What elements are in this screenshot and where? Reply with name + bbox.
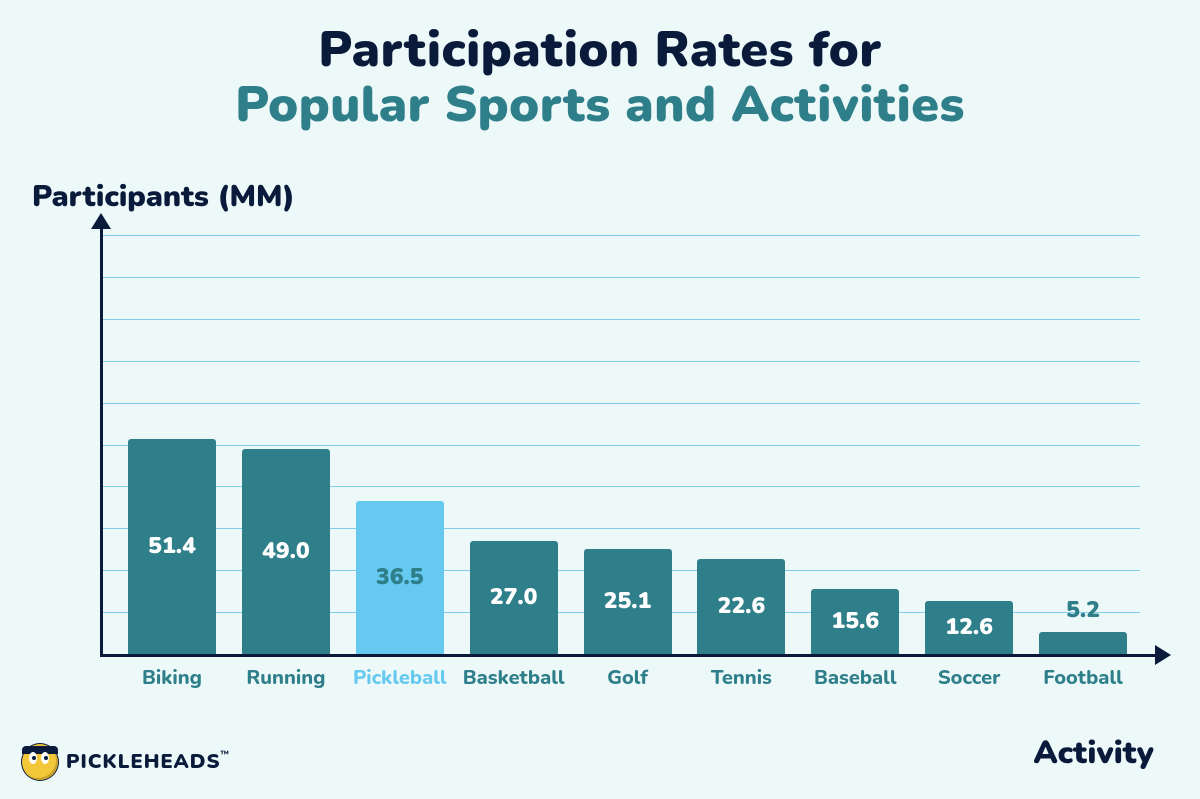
- bar-value: 49.0: [262, 536, 310, 567]
- chart-title-line2: Popular Sports and Activities: [0, 77, 1200, 132]
- category-label: Football: [1031, 665, 1135, 692]
- y-axis-label: Participants (MM): [32, 176, 295, 217]
- bar: 27.0: [470, 541, 558, 654]
- brand-name: PICKLEHEADS™: [66, 749, 230, 776]
- category-label: Basketball: [462, 665, 566, 692]
- bar-slot: 36.5: [348, 501, 452, 654]
- bar-value: 27.0: [490, 582, 538, 613]
- pickleball-mascot-icon: [22, 744, 58, 780]
- infographic-root: Participation Rates for Popular Sports a…: [0, 0, 1200, 799]
- bar: 25.1: [584, 549, 672, 654]
- bar: [1039, 632, 1127, 654]
- bar: 49.0: [242, 449, 330, 654]
- bar: 15.6: [811, 589, 899, 654]
- bar-value: 25.1: [604, 586, 652, 617]
- brand-text: PICKLEHEADS: [66, 749, 221, 776]
- bar-slot: 25.1: [576, 549, 680, 654]
- bar-slot: 27.0: [462, 541, 566, 654]
- category-label: Biking: [120, 665, 224, 692]
- bar: 12.6: [925, 601, 1013, 654]
- category-label: Running: [234, 665, 338, 692]
- bar-value: 12.6: [945, 612, 993, 643]
- brand-trademark: ™: [221, 749, 231, 761]
- bar: 36.5: [356, 501, 444, 654]
- category-labels: Biking Running Pickleball Basketball Golf Ten…: [120, 665, 1135, 692]
- bars-container: 51.4 49.0 36.5 27.0 25.1 22.6 15.6 12.6 5.2: [120, 235, 1135, 654]
- x-axis-label: Activity: [1033, 732, 1154, 775]
- bar-slot: 22.6: [689, 559, 793, 654]
- bar: 51.4: [128, 439, 216, 654]
- brand-logo: PICKLEHEADS™: [22, 744, 230, 780]
- bar-slot: 51.4: [120, 439, 224, 654]
- bar: 22.6: [697, 559, 785, 654]
- y-axis-line: [100, 219, 103, 655]
- x-axis-arrow-icon: [1155, 645, 1171, 665]
- y-axis-arrow-icon: [91, 213, 111, 229]
- bar-value: 51.4: [148, 531, 196, 562]
- bar-slot: 15.6: [803, 589, 907, 654]
- category-label: Soccer: [917, 665, 1021, 692]
- category-label: Baseball: [803, 665, 907, 692]
- chart-area: 51.449.036.527.025.122.615.612.65.2 Biki…: [60, 235, 1150, 655]
- bar-slot: 12.6: [917, 601, 1021, 654]
- bar-slot: 5.2: [1031, 632, 1135, 654]
- chart-title: Participation Rates for Popular Sports a…: [0, 22, 1200, 132]
- bar-value: 22.6: [718, 591, 766, 622]
- bar-value: 15.6: [831, 606, 879, 637]
- category-label: Pickleball: [348, 665, 452, 692]
- category-label: Tennis: [689, 665, 793, 692]
- bar-slot: 49.0: [234, 449, 338, 654]
- bar-value: 36.5: [376, 562, 424, 593]
- bar-value: 5.2: [1031, 595, 1135, 626]
- x-axis-line: [100, 654, 1158, 657]
- category-label: Golf: [576, 665, 680, 692]
- chart-title-line1: Participation Rates for: [0, 22, 1200, 77]
